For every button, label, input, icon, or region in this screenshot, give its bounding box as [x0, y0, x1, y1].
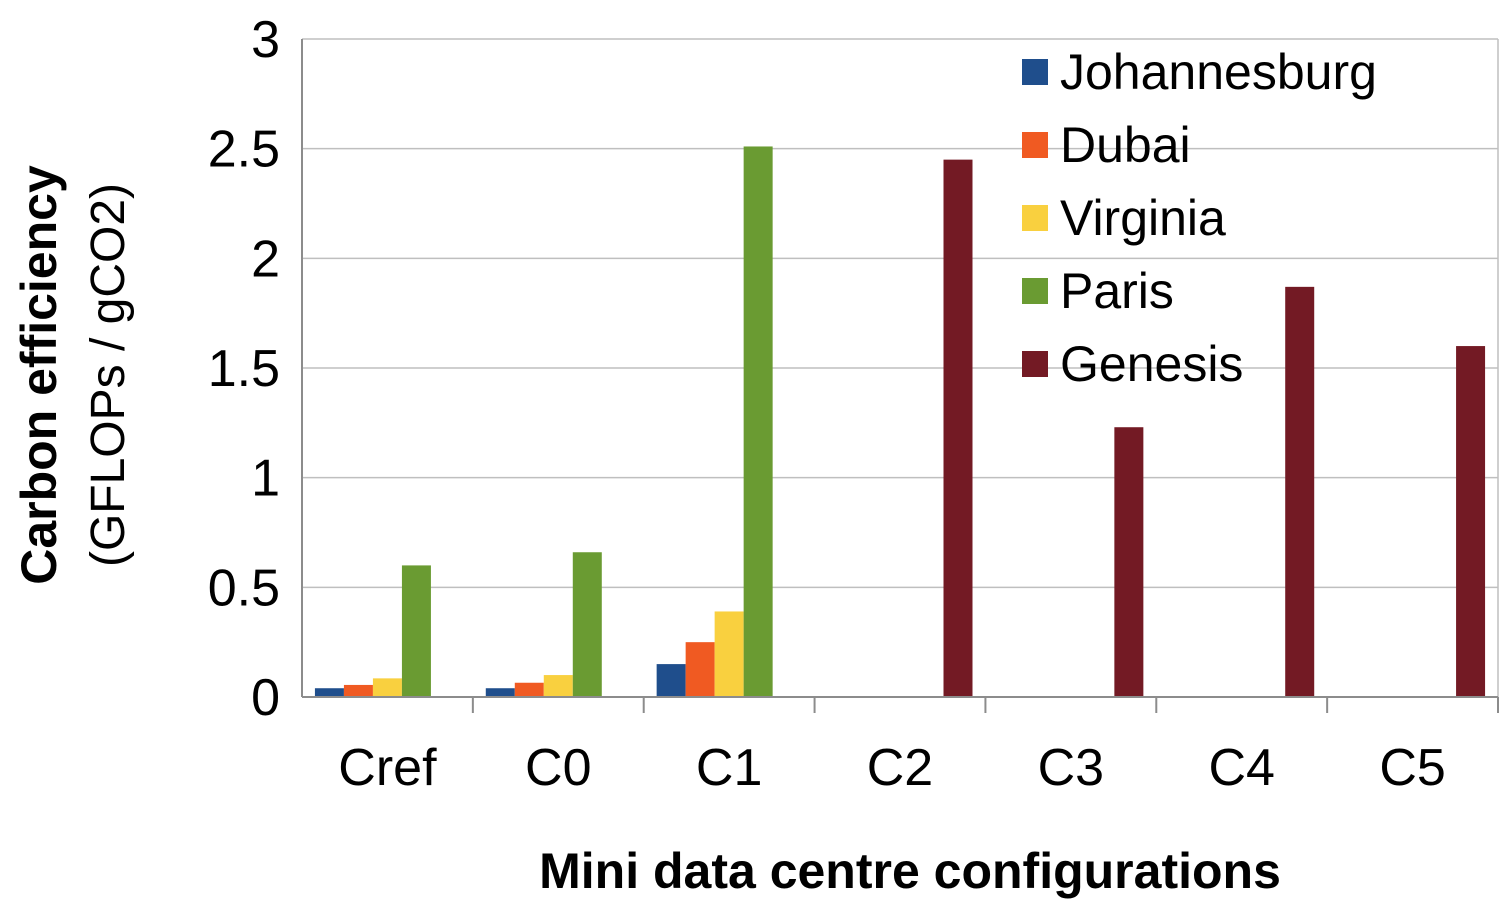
bar-virginia-c1 [714, 611, 744, 697]
y-tick-label: 1.5 [208, 340, 280, 398]
y-tick-label: 2.5 [208, 121, 280, 179]
y-tick-label: 3 [251, 11, 280, 69]
y-tick-label: 0 [251, 669, 280, 727]
x-tick-label: C4 [1208, 739, 1274, 797]
x-tick-label: C2 [867, 739, 933, 797]
x-tick-label: C5 [1379, 739, 1445, 797]
bar-paris-c0 [572, 552, 602, 697]
legend-label-paris: Paris [1060, 263, 1174, 319]
bar-genesis-c2 [943, 159, 973, 698]
y-tick-label: 1 [251, 450, 280, 508]
axis-titles: Mini data centre configurations Carbon e… [11, 165, 1281, 899]
bar-dubai-cref [343, 684, 373, 697]
axes: 0 0.5 1 1.5 2 2.5 3 Cref C0 C1 C2 C3 C4 C5 [208, 11, 1499, 797]
y-tick-label: 2 [251, 230, 280, 288]
bar-johannesburg-c0 [485, 688, 515, 697]
legend-swatch-johannesburg [1022, 59, 1048, 85]
legend-swatch-virginia [1022, 205, 1048, 231]
x-tick-label: C3 [1038, 739, 1104, 797]
y-axis-subtitle: (GFLOPs / gCO2) [82, 183, 135, 567]
legend: Johannesburg Dubai Virginia Paris Genesis [1022, 44, 1377, 392]
bars [314, 146, 1486, 698]
legend-label-virginia: Virginia [1060, 190, 1226, 246]
x-axis-title: Mini data centre configurations [539, 843, 1281, 899]
bar-genesis-c4 [1285, 286, 1315, 697]
legend-label-johannesburg: Johannesburg [1060, 44, 1377, 100]
legend-label-dubai: Dubai [1060, 117, 1191, 173]
bar-genesis-c5 [1456, 346, 1486, 697]
x-tick-label: Cref [338, 739, 437, 797]
legend-label-genesis: Genesis [1060, 336, 1243, 392]
x-tick-label: C0 [525, 739, 591, 797]
x-tick-label: C1 [696, 739, 762, 797]
gridlines [302, 38, 1499, 697]
bar-johannesburg-cref [314, 688, 344, 697]
bar-johannesburg-c1 [656, 664, 686, 697]
legend-swatch-dubai [1022, 132, 1048, 158]
bar-virginia-cref [372, 678, 402, 697]
bar-virginia-c0 [543, 675, 573, 697]
bar-dubai-c1 [685, 642, 715, 697]
bar-paris-cref [401, 565, 431, 697]
y-tick-label: 0.5 [208, 559, 280, 617]
bar-dubai-c0 [514, 682, 544, 697]
y-axis-title: Carbon efficiency [11, 165, 67, 585]
legend-swatch-paris [1022, 278, 1048, 304]
bar-genesis-c3 [1114, 427, 1144, 697]
legend-swatch-genesis [1022, 351, 1048, 377]
bar-paris-c1 [743, 146, 773, 697]
